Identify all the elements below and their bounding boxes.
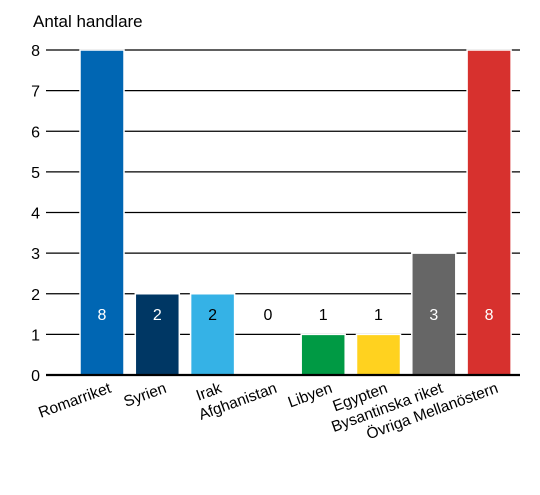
- y-tick-label: 7: [31, 84, 40, 101]
- bar: [189, 293, 236, 376]
- y-tick-label: 3: [31, 246, 40, 263]
- category-label: Romarriket: [36, 380, 114, 422]
- bar: [300, 333, 346, 376]
- y-tick-label: 8: [31, 43, 40, 60]
- data-label: 2: [153, 307, 162, 324]
- data-label: 2: [208, 307, 217, 324]
- y-tick-label: 1: [31, 327, 40, 344]
- bars: [79, 49, 512, 376]
- data-label: 3: [429, 307, 438, 324]
- y-tick-label: 5: [31, 165, 40, 182]
- bar: [466, 49, 512, 376]
- bar: [79, 49, 125, 376]
- y-tick-labels: 0 1 2 3 4 5 6 7 8: [31, 43, 40, 385]
- gridlines: [46, 49, 520, 335]
- y-tick-label: 0: [31, 368, 40, 385]
- data-label: 1: [374, 307, 383, 324]
- y-tick-label: 6: [31, 124, 40, 141]
- data-labels: 8 2 2 0 1 1 3 8: [98, 307, 494, 324]
- y-axis-label: Antal handlare: [33, 12, 143, 31]
- data-label: 8: [485, 307, 494, 324]
- y-tick-label: 2: [31, 287, 40, 304]
- bar: [134, 293, 181, 376]
- data-label: 0: [263, 307, 272, 324]
- data-label: 1: [319, 307, 328, 324]
- bar: [411, 252, 457, 376]
- y-tick-label: 4: [31, 206, 40, 223]
- category-label: Libyen: [286, 380, 335, 412]
- data-label: 8: [98, 307, 107, 324]
- bar: [355, 333, 402, 376]
- category-label: Syrien: [122, 380, 169, 411]
